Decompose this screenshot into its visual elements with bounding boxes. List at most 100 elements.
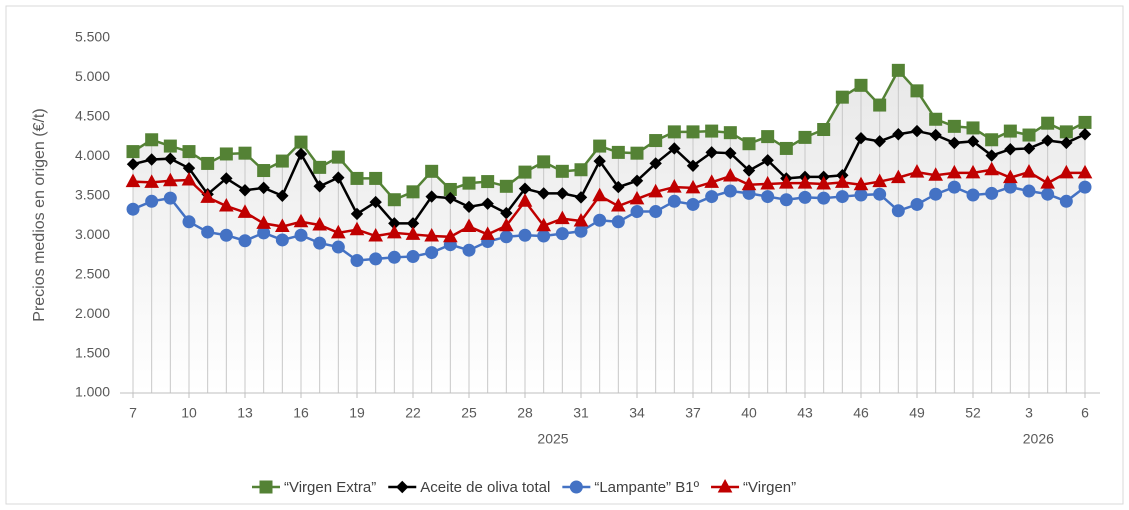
marker [1059,194,1073,208]
series-line [132,168,1085,239]
x-group-label: 2025 [537,431,568,447]
marker [349,221,365,236]
marker [554,210,570,225]
marker [276,189,289,202]
marker [182,215,196,229]
marker [425,190,438,203]
marker [1060,136,1073,150]
marker [929,112,943,126]
marker [1022,128,1036,142]
marker [1078,115,1092,129]
marker [835,190,849,204]
marker [126,158,140,171]
marker [854,131,868,145]
marker [537,229,551,243]
marker [386,224,402,239]
marker [425,164,439,178]
marker [985,186,999,200]
marker [649,134,663,148]
marker [593,154,606,168]
marker [593,213,607,227]
marker [910,84,924,98]
marker [368,227,384,242]
marker [778,175,794,189]
marker [723,184,737,198]
x-tick-label: 34 [629,405,645,421]
marker [649,157,662,170]
marker [666,179,682,193]
marker [181,171,197,186]
marker [947,180,961,194]
marker [294,135,308,149]
marker [817,123,831,137]
marker [890,169,906,184]
marker [125,173,141,188]
marker [630,174,644,187]
marker [686,197,700,211]
marker [798,130,812,144]
marker [1002,169,1018,184]
marker [396,480,409,494]
marker [144,174,160,188]
marker [462,176,476,190]
series-line [132,68,1086,202]
marker [480,226,496,240]
marker [668,142,681,155]
marker [219,228,233,242]
marker [741,176,757,191]
marker [293,213,309,228]
marker [499,230,513,244]
marker [1003,124,1017,138]
marker [873,98,887,112]
marker [717,478,733,493]
marker [555,164,569,178]
marker [1041,116,1055,130]
x-tick-label: 7 [129,405,137,421]
marker [294,228,308,242]
marker [275,154,289,168]
marker [462,243,476,257]
marker [724,146,737,160]
marker [574,191,588,204]
marker [1041,187,1055,201]
y-tick-label: 3.500 [75,186,110,202]
marker [723,126,737,140]
marker [761,154,774,167]
marker [761,130,775,144]
x-tick-label: 37 [685,405,701,421]
marker [611,215,625,229]
marker [481,175,495,189]
x-tick-label: 6 [1081,405,1089,421]
marker [313,180,326,193]
legend-label: “Lampante” B1º [594,479,699,496]
marker [667,125,681,139]
marker [611,145,625,159]
marker [163,191,177,205]
background-area [133,70,1085,393]
y-tick-label: 2.000 [75,305,110,321]
x-tick-label: 22 [405,405,421,421]
marker [985,133,999,147]
marker [313,160,327,174]
marker [164,152,177,165]
marker [779,193,793,207]
y-tick-label: 5.000 [75,68,110,84]
marker [442,228,458,243]
x-tick-label: 28 [517,405,533,421]
marker [1022,184,1036,198]
marker [237,204,253,218]
marker [705,124,719,138]
marker [312,216,328,231]
marker [722,168,738,182]
marker [1040,175,1056,189]
marker [742,137,756,151]
legend-label: “Virgen” [743,479,796,496]
x-tick-label: 46 [853,405,869,421]
y-tick-label: 5.500 [75,29,110,45]
marker [891,204,905,218]
marker [387,193,401,207]
marker [238,146,252,160]
marker [424,227,440,242]
marker [163,139,177,153]
